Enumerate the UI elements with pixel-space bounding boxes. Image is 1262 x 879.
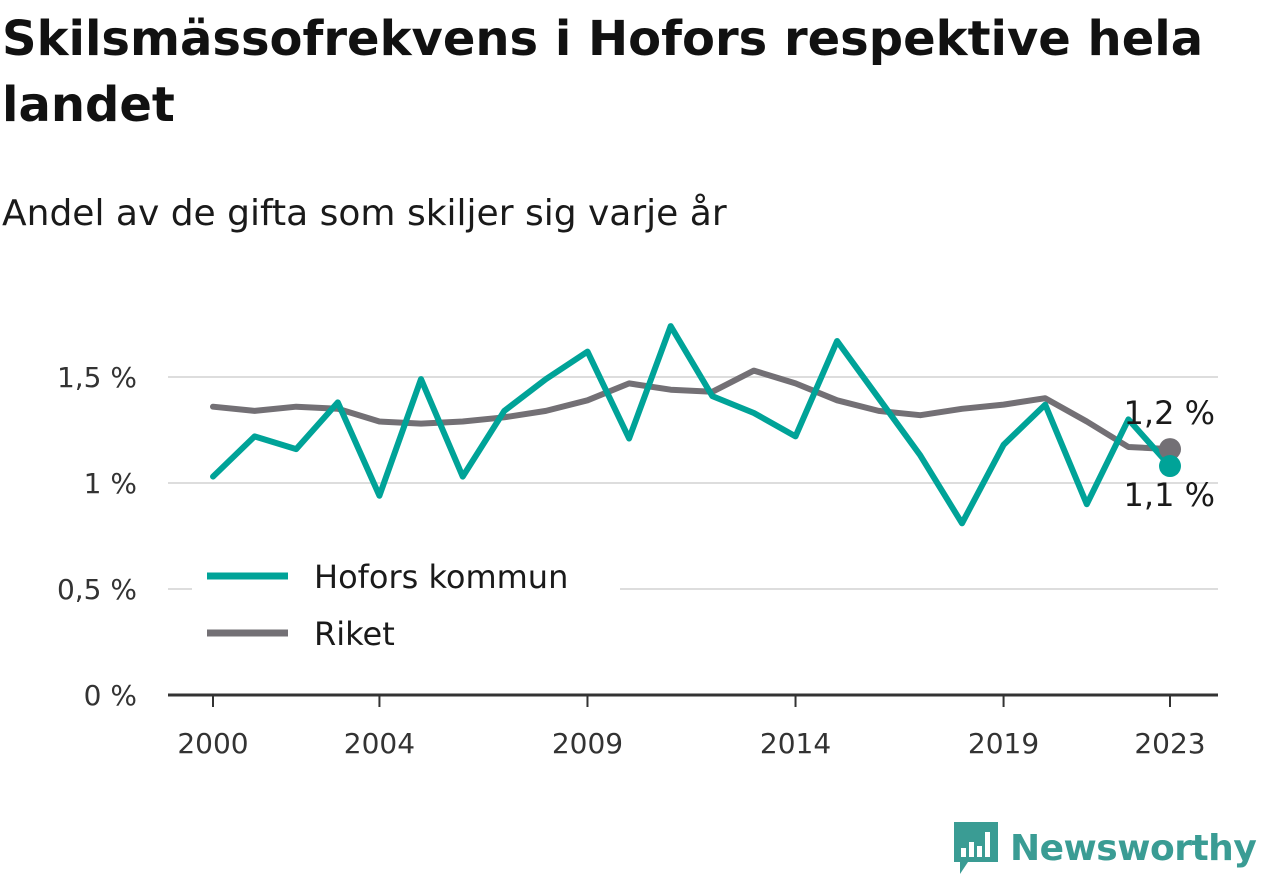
y-tick-label: 0 % xyxy=(84,679,137,712)
x-tick-label: 2014 xyxy=(760,727,831,760)
newsworthy-logo: Newsworthy xyxy=(950,818,1260,878)
series-line-hofors-kommun xyxy=(210,323,1173,527)
y-tick-label: 1,5 % xyxy=(57,361,137,394)
end-point-hofors-kommun xyxy=(1159,455,1181,478)
x-tick-label: 2023 xyxy=(1134,727,1205,760)
series-line-riket xyxy=(210,367,1173,453)
x-tick-label: 2004 xyxy=(344,727,415,760)
y-tick-label: 1 % xyxy=(84,467,137,500)
newsworthy-wordmark: Newsworthy xyxy=(1010,827,1257,869)
end-labels: 1,1 % 1,2 % xyxy=(1124,394,1215,514)
x-tick-label: 2019 xyxy=(968,727,1039,760)
series-lines xyxy=(210,323,1181,527)
legend: Hofors kommun Riket xyxy=(192,550,620,668)
end-point-riket xyxy=(1159,438,1181,461)
legend-label: Riket xyxy=(314,615,395,653)
chart-subtitle: Andel av de gifta som skiljer sig varje … xyxy=(2,193,727,234)
y-tick-label: 0,5 % xyxy=(57,573,137,606)
x-tick-label: 2009 xyxy=(552,727,623,760)
end-value-label: 1,1 % xyxy=(1124,476,1215,514)
y-axis-tick-labels: 0 % 0,5 % 1 % 1,5 % xyxy=(57,361,137,712)
chart-title: Skilsmässofrekvens i Hofors respektive h… xyxy=(2,11,1204,133)
end-value-label: 1,2 % xyxy=(1124,394,1215,432)
legend-label: Hofors kommun xyxy=(314,558,568,596)
x-axis: 2000 2004 2009 2014 2019 2023 xyxy=(168,693,1218,760)
legend-background xyxy=(192,550,620,668)
newsworthy-logo-icon xyxy=(954,822,998,874)
x-tick-label: 2000 xyxy=(177,727,248,760)
